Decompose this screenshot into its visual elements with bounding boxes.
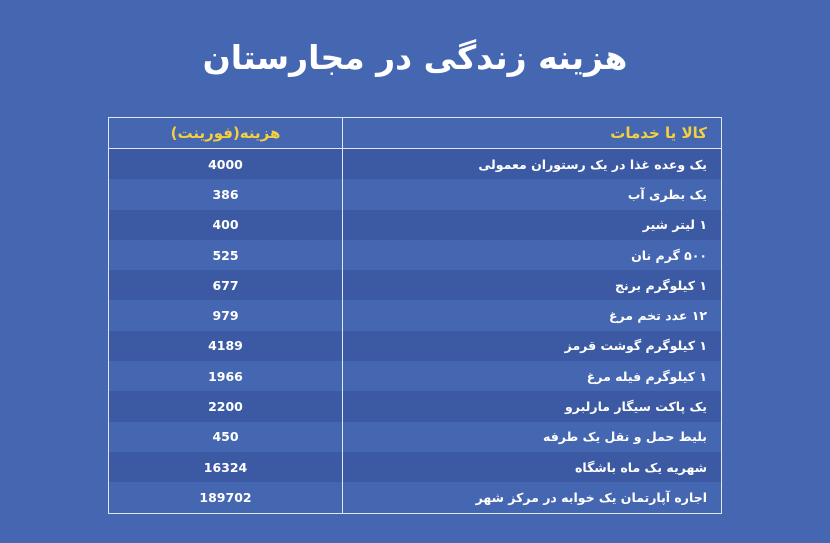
item-cell: اجاره آپارتمان یک خوابه در مرکز شهر — [342, 482, 722, 514]
table-row: اجاره آپارتمان یک خوابه در مرکز شهر 18970… — [108, 482, 722, 514]
table-body: یک وعده غذا در یک رستوران معمولی 4000 یک ب… — [108, 148, 722, 514]
cost-cell: 450 — [212, 429, 239, 445]
cost-table: کالا یا خدمات هزینه(فورینت) یک وعده غذا د… — [108, 117, 722, 514]
cost-cell: 2200 — [208, 399, 243, 415]
item-cell: ۱ لیتر شیر — [342, 209, 722, 240]
cost-cell: 979 — [212, 308, 239, 324]
cost-cell: 386 — [212, 186, 239, 202]
cost-cell: 1966 — [208, 368, 243, 384]
item-cell: شهریه یک ماه باشگاه — [342, 451, 722, 483]
item-cell: ۱ کیلوگرم فیله مرغ — [342, 361, 722, 392]
cost-cell: 16324 — [203, 459, 248, 475]
table-row: شهریه یک ماه باشگاه 16324 — [108, 451, 722, 483]
item-cell: ۱۲ عدد تخم مرغ — [342, 300, 722, 331]
header-row: کالا یا خدمات هزینه(فورینت) — [108, 117, 722, 149]
cost-cell: 400 — [212, 217, 239, 233]
table-row: ۱ کیلوگرم برنج 677 — [108, 270, 722, 301]
cost-cell: 677 — [212, 277, 239, 293]
table-row: ۱ لیتر شیر 400 — [108, 209, 722, 240]
column-header: کالا یا خدمات — [342, 117, 722, 149]
item-cell: ۱ کیلوگرم گوشت قرمز — [342, 330, 722, 362]
cost-cell: 4000 — [208, 156, 243, 172]
table-row: بلیط حمل و نقل یک طرفه 450 — [108, 421, 722, 452]
table-row: ۱۲ عدد تخم مرغ 979 — [108, 300, 722, 331]
table-row: ۱ کیلوگرم فیله مرغ 1966 — [108, 361, 722, 392]
item-cell: ۱ کیلوگرم برنج — [342, 270, 722, 301]
item-cell: بلیط حمل و نقل یک طرفه — [342, 421, 722, 452]
column-header: هزینه(فورینت) — [108, 117, 343, 149]
item-cell: یک وعده غذا در یک رستوران معمولی — [342, 148, 722, 180]
table-row: یک پاکت سیگار مارلبرو 2200 — [108, 391, 722, 422]
cost-cell: 4189 — [208, 338, 243, 354]
item-cell: یک بطری آب — [342, 179, 722, 210]
item-cell: ۵۰۰ گرم نان — [342, 239, 722, 271]
table-row: یک وعده غذا در یک رستوران معمولی 4000 — [108, 148, 722, 180]
page-title: هزینه زندگی در مجارستان — [202, 38, 628, 77]
cost-cell: 525 — [212, 247, 239, 263]
table-row: یک بطری آب 386 — [108, 179, 722, 210]
item-cell: یک پاکت سیگار مارلبرو — [342, 391, 722, 422]
cost-cell: 189702 — [199, 489, 252, 505]
table-row: ۱ کیلوگرم گوشت قرمز 4189 — [108, 330, 722, 362]
table-row: ۵۰۰ گرم نان 525 — [108, 239, 722, 271]
